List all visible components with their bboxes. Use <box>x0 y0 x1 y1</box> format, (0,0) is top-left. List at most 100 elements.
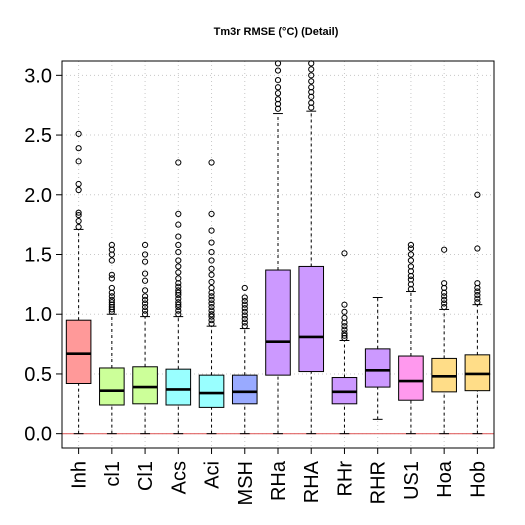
outlier-point <box>308 99 315 106</box>
outlier-point <box>407 276 415 283</box>
y-tick-label: 2.0 <box>24 185 52 207</box>
outlier-point <box>175 301 182 308</box>
x-tick-label: Hob <box>467 461 489 498</box>
outlier-point <box>407 241 415 249</box>
y-tick-label: 3.0 <box>24 65 52 87</box>
outlier-point <box>208 296 215 303</box>
outlier-point <box>341 250 348 257</box>
outlier-point <box>274 84 282 91</box>
outlier-point <box>308 78 315 85</box>
outlier-point <box>341 326 348 333</box>
box-RHA <box>298 60 325 435</box>
outlier-point <box>175 221 182 228</box>
outlier-point <box>141 311 149 318</box>
outlier-point <box>308 66 315 73</box>
outlier-point <box>241 319 248 326</box>
outlier-point <box>75 186 82 194</box>
outlier-point <box>474 191 481 198</box>
outlier-point <box>175 307 182 314</box>
outlier-point <box>474 288 481 295</box>
outlier-point <box>208 249 215 256</box>
box-iqr <box>231 374 258 405</box>
outlier-point <box>175 299 182 306</box>
outlier-point <box>175 263 182 270</box>
outlier-point <box>241 284 248 292</box>
outlier-point <box>208 271 215 278</box>
box-RHa <box>265 60 291 435</box>
outlier-point <box>141 287 149 294</box>
box-iqr <box>165 368 192 406</box>
outlier-point <box>241 301 248 308</box>
x-tick-label: Cl1 <box>135 461 157 491</box>
x-tick-label: Inh <box>69 461 91 489</box>
outlier-point <box>175 287 182 294</box>
outlier-point <box>407 263 415 270</box>
outlier-point <box>175 210 182 217</box>
outlier-point <box>175 311 182 318</box>
outlier-point <box>208 303 215 311</box>
outlier-point <box>141 303 149 311</box>
y-tick-label: 1.5 <box>24 245 52 267</box>
chart-title: Tm3r RMSE (°C) (Detail) <box>214 26 339 38</box>
outlier-point <box>208 300 215 307</box>
outlier-point <box>274 90 282 97</box>
outlier-point <box>241 312 248 319</box>
x-tick-label: Hoa <box>434 460 456 498</box>
outlier-point <box>75 130 82 137</box>
outlier-point <box>308 84 315 91</box>
x-tick-label: RHA <box>301 460 323 503</box>
box-MSH <box>231 284 258 435</box>
outlier-point <box>75 217 82 225</box>
outlier-point <box>208 159 215 166</box>
box-iqr <box>132 366 158 405</box>
outlier-point <box>208 239 215 246</box>
outlier-point <box>75 145 82 152</box>
outlier-point <box>141 296 149 303</box>
outlier-point <box>108 296 115 303</box>
box-Hob <box>464 191 491 435</box>
outlier-point <box>141 307 149 314</box>
y-axis: 0.0 0.5 1.0 1.5 2.0 2.5 3.0 <box>24 65 62 446</box>
outlier-point <box>208 257 215 264</box>
y-tick-label: 2.5 <box>24 125 52 147</box>
outlier-point <box>441 246 448 253</box>
outlier-point <box>108 271 115 278</box>
outlier-point <box>474 295 481 302</box>
outlier-point <box>341 330 348 337</box>
outlier-point <box>175 257 182 264</box>
x-tick-label: RHr <box>334 461 356 497</box>
x-tick-label: MSH <box>235 461 257 505</box>
box-Inh <box>65 130 92 435</box>
box-US1 <box>398 241 424 435</box>
outlier-point <box>141 251 149 258</box>
outlier-point <box>108 293 115 300</box>
outlier-point <box>108 257 115 264</box>
y-tick-label: 0.0 <box>24 424 52 446</box>
box-iqr <box>364 348 391 388</box>
outlier-point <box>141 293 149 300</box>
x-tick-label: RHa <box>268 460 290 501</box>
outlier-point <box>141 241 149 249</box>
outlier-point <box>175 233 182 240</box>
outlier-point <box>141 277 149 284</box>
plot-frame <box>61 60 495 449</box>
outlier-point <box>208 311 215 318</box>
outlier-point <box>175 241 182 249</box>
outlier-point <box>308 72 315 79</box>
outlier-point <box>108 241 115 249</box>
outlier-point <box>175 283 182 290</box>
outlier-point <box>274 67 282 74</box>
outlier-point <box>208 293 215 300</box>
box-Acs <box>165 159 192 435</box>
outlier-point <box>175 295 182 302</box>
outlier-point <box>208 320 215 327</box>
outlier-point <box>241 308 248 315</box>
outlier-point <box>341 308 348 315</box>
box-cl1 <box>99 241 125 435</box>
box-iqr <box>298 265 325 373</box>
box-iqr <box>198 374 225 408</box>
x-tick-label: Acs <box>168 461 190 494</box>
x-tick-label: US1 <box>401 461 423 500</box>
outlier-point <box>75 158 82 165</box>
